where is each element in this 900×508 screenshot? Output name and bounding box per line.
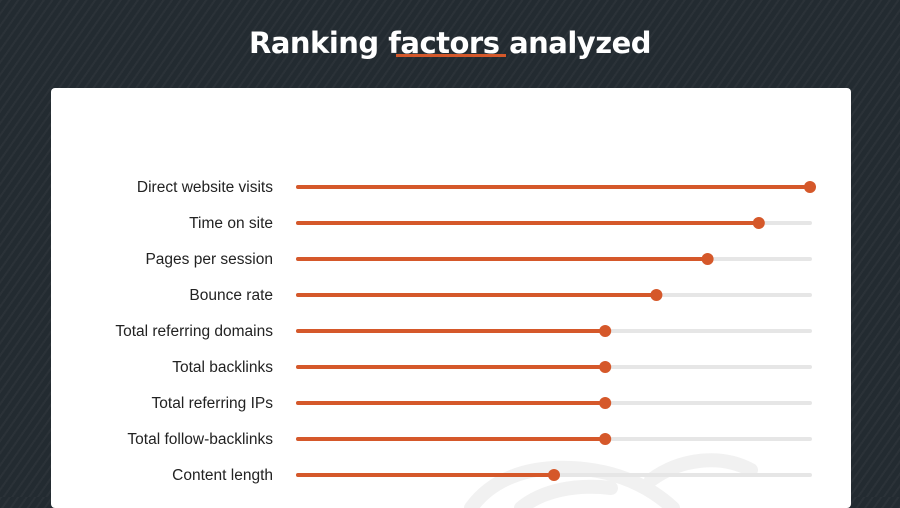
factor-label: Total backlinks [172,359,273,376]
value-marker [548,469,560,481]
factor-label: Total referring IPs [152,395,274,412]
value-marker [701,253,714,265]
factor-label: Content length [172,467,273,484]
value-marker [752,217,765,229]
value-marker [599,397,612,409]
page-title: Ranking factors analyzed [248,26,652,61]
value-marker [599,325,612,337]
factor-label: Direct website visits [137,179,273,196]
value-marker [599,361,612,373]
ranking-factors-chart: Direct website visits Time on site Pages p… [115,179,816,484]
factor-label: Pages per session [145,251,273,268]
factor-label: Bounce rate [189,287,273,304]
value-marker [599,433,612,445]
factor-label: Total referring domains [115,323,273,340]
factor-label: Total follow-backlinks [127,431,273,448]
value-marker [804,181,816,193]
title-underline [396,54,506,57]
factor-label: Time on site [189,215,273,232]
value-marker [650,289,663,301]
chart-card: Direct website visits Time on site Pages p… [51,88,851,508]
